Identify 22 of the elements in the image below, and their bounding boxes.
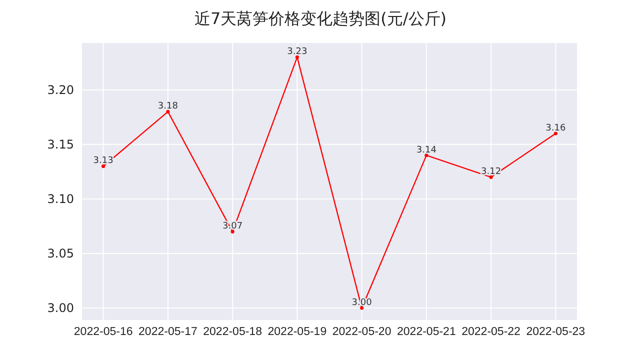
y-tick-label: 3.10	[47, 192, 74, 206]
x-tick-label: 2022-05-21	[397, 326, 456, 338]
point	[554, 132, 558, 136]
y-tick-label: 3.00	[47, 301, 74, 316]
text: 3.23	[287, 47, 308, 58]
point	[295, 55, 299, 59]
text: 3.14	[416, 145, 436, 156]
y-tick-label: 3.20	[47, 82, 74, 97]
y-tick-label: 3.05	[47, 246, 74, 260]
y-tick-label: 3.15	[47, 137, 74, 152]
point	[166, 110, 170, 114]
chart-title: 近7天莴笋价格变化趋势图(元/公斤)	[194, 9, 447, 28]
x-tick-label: 2022-05-17	[138, 326, 198, 338]
x-tick-label: 2022-05-16	[74, 326, 133, 338]
x-tick-label: 2022-05-23	[526, 326, 586, 338]
text: 3.18	[158, 102, 178, 112]
x-tick-label: 2022-05-18	[203, 326, 262, 338]
point	[424, 154, 428, 158]
text: 3.16	[546, 124, 566, 134]
x-tick-label: 2022-05-20	[332, 326, 392, 338]
x-tick-label: 2022-05-19	[268, 326, 327, 338]
x-tick-label: 2022-05-22	[462, 326, 520, 338]
